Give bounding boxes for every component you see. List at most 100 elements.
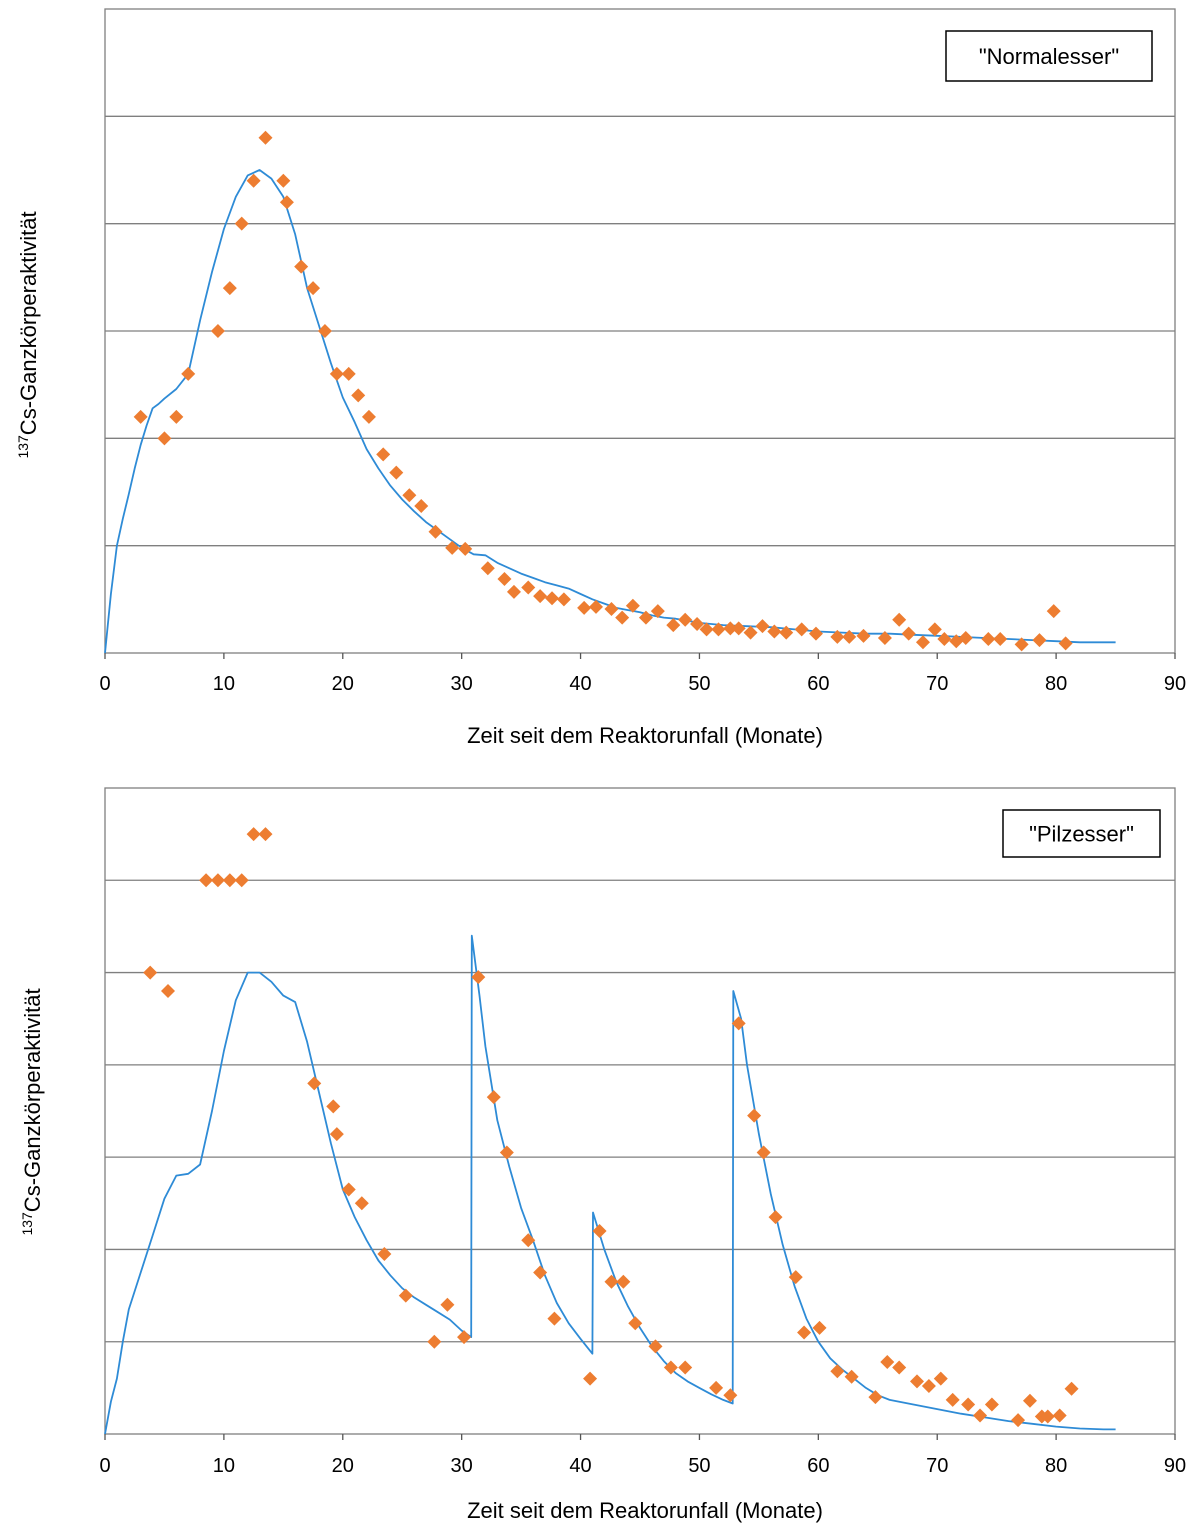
data-point: [625, 598, 640, 613]
y-axis-title: 137Cs-Ganzkörperaktivität: [15, 211, 41, 458]
data-point: [1046, 604, 1061, 619]
data-point: [222, 873, 237, 888]
data-point: [486, 1090, 501, 1105]
data-point: [414, 498, 429, 513]
data-point: [650, 604, 665, 619]
legend-label: "Pilzesser": [1029, 822, 1134, 847]
data-point: [210, 324, 225, 338]
data-point: [731, 621, 746, 636]
data-point: [506, 584, 521, 599]
x-tick-label: 30: [451, 673, 473, 695]
data-point: [616, 1274, 631, 1289]
x-tick-label: 0: [99, 1455, 110, 1477]
data-point: [210, 873, 225, 888]
chart-pilzesser: 0 10 20 30 40 50 60 70 80 90 Zeit seit dem Reaktor…: [0, 770, 1203, 1528]
model-curve: [104, 934, 1116, 1435]
data-point: [428, 524, 443, 539]
data-point: [458, 541, 473, 556]
x-tick-label: 40: [569, 1455, 591, 1477]
data-point: [1058, 636, 1073, 651]
data-point: [361, 409, 376, 424]
data-point: [317, 324, 332, 338]
data-point: [877, 630, 892, 645]
chart-svg: 0 10 20 30 40 50 60 70 80 90 Zeit seit dem Reaktor…: [19, 787, 1186, 1523]
data-point: [440, 1297, 455, 1312]
data-point: [910, 1374, 925, 1389]
x-tick-label: 30: [451, 1455, 473, 1477]
data-point: [389, 465, 404, 480]
data-point: [545, 591, 560, 606]
data-point: [234, 216, 249, 231]
data-point: [133, 409, 148, 424]
data-point: [648, 1339, 663, 1354]
data-point: [868, 1390, 883, 1405]
data-point: [1022, 1393, 1037, 1408]
data-point: [892, 1360, 907, 1375]
data-point: [678, 1360, 693, 1375]
data-point: [723, 1388, 738, 1403]
x-tick-label: 20: [332, 673, 354, 695]
data-point: [246, 173, 261, 188]
data-point: [326, 1099, 341, 1114]
chart-normalesser: 0 10 20 30 40 50 60 70 80 90 Zeit seit dem Reaktor…: [15, 8, 1186, 748]
data-point: [246, 827, 261, 842]
data-point: [457, 1330, 472, 1345]
data-point: [797, 1325, 812, 1340]
data-point: [663, 1360, 678, 1375]
data-point: [666, 618, 681, 633]
chart-svg: 0 10 20 30 40 50 60 70 80 90 Zeit seit dem Reaktor…: [15, 8, 1186, 748]
data-point: [521, 1233, 536, 1248]
data-point: [709, 1380, 724, 1395]
data-point: [767, 624, 782, 639]
data-point: [279, 195, 294, 210]
data-point: [747, 1108, 762, 1123]
data-point: [830, 629, 845, 644]
y-axis-title-superscript: 137: [19, 1212, 35, 1236]
data-point: [842, 629, 857, 644]
data-point: [1040, 1409, 1055, 1424]
data-point: [199, 873, 214, 888]
data-point: [604, 1274, 619, 1289]
y-axis-title-main: Cs-Ganzkörperaktivität: [20, 988, 45, 1212]
x-tick-label: 80: [1045, 1455, 1067, 1477]
data-point: [958, 630, 973, 645]
data-point: [307, 1076, 322, 1091]
data-point: [169, 409, 184, 424]
x-tick-label: 10: [213, 1455, 235, 1477]
x-axis-title: Zeit seit dem Reaktorunfall (Monate): [467, 1498, 823, 1523]
x-tick-label: 40: [569, 673, 591, 695]
legend-box: [945, 30, 1153, 82]
x-tick-label: 80: [1045, 673, 1067, 695]
data-point: [480, 561, 495, 576]
data-point: [294, 259, 309, 274]
data-point: [258, 827, 273, 842]
data-point: [577, 600, 592, 615]
y-axis-title-superscript: 137: [15, 435, 31, 459]
data-point: [306, 281, 321, 296]
data-point: [638, 610, 653, 625]
data-point: [157, 431, 172, 446]
data-point: [341, 366, 356, 381]
data-point: [222, 281, 237, 296]
data-point: [844, 1369, 859, 1384]
data-point: [161, 984, 176, 999]
data-point: [628, 1316, 643, 1331]
data-point: [984, 1397, 999, 1412]
data-point: [276, 173, 291, 188]
data-point: [181, 366, 196, 381]
data-point: [768, 1210, 783, 1225]
data-point: [1052, 1408, 1067, 1423]
data-point: [1011, 1413, 1026, 1428]
data-point: [398, 1288, 413, 1303]
data-point: [354, 1196, 369, 1211]
x-tick-label: 50: [688, 1455, 710, 1477]
data-point: [1064, 1381, 1079, 1396]
data-point: [234, 873, 249, 888]
x-tick-label: 60: [807, 1455, 829, 1477]
data-point: [915, 635, 930, 650]
data-point: [927, 622, 942, 637]
data-point: [1014, 637, 1029, 652]
data-point: [592, 1223, 607, 1238]
x-tick-label: 70: [926, 673, 948, 695]
x-axis-title: Zeit seit dem Reaktorunfall (Monate): [467, 723, 823, 748]
